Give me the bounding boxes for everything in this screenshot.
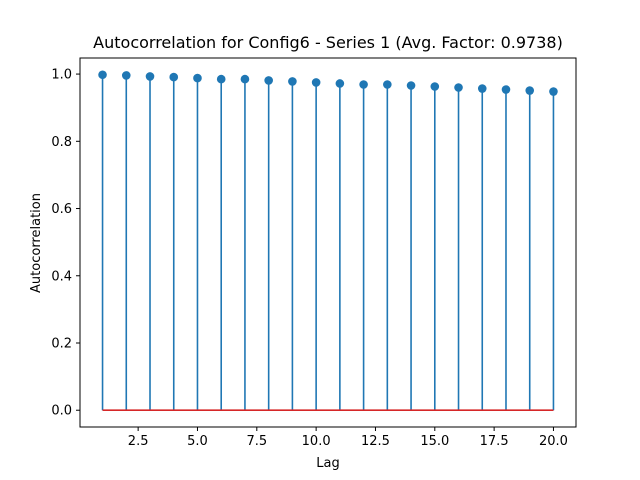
stem-marker [98,70,107,80]
y-tick-label: 1.0 [51,68,72,83]
y-tick-label: 0.2 [51,336,72,351]
markers-group [98,70,558,96]
stem-marker [477,84,487,93]
x-tick-label: 10.0 [302,434,331,449]
stem-marker [240,74,250,84]
stems-group [101,74,555,411]
x-tick-label: 17.5 [480,434,509,449]
x-tick-label: 2.5 [128,434,149,449]
x-tick-label: 12.5 [361,434,390,449]
stem-marker [145,72,155,81]
stem-marker [501,85,511,94]
y-ticks: 0.0 0.2 0.4 0.6 0.8 1.0 [51,68,80,419]
stem-marker [549,87,558,96]
x-axis-label: Lag [316,456,339,471]
y-tick-label: 0.8 [51,135,72,150]
stem-marker [193,73,202,83]
stem-marker [264,76,273,85]
plot-area: 2.5 5.0 7.5 10.0 12.5 15.0 17.5 20.0 0.00.20.40… [51,57,577,449]
stem-marker [216,74,226,84]
stem-marker [121,71,131,80]
stem-marker [525,86,535,95]
y-tick-label: 0.0 [51,404,72,419]
axes-frame [79,57,577,428]
x-tick-label: 5.0 [187,434,208,449]
y-tick-label: 0.4 [51,269,72,284]
x-tick-label: 15.0 [420,434,449,449]
stem-marker [311,78,321,87]
stem-marker [454,83,463,92]
y-axis-label: Autocorrelation [29,193,44,293]
y-tick-label: 0.6 [51,202,72,217]
stem-marker [430,82,440,91]
stem-marker [335,79,345,88]
x-tick-label: 20.0 [539,434,568,449]
stem-marker [359,80,368,89]
stem-marker [169,72,179,82]
chart-title: Autocorrelation for Config6 - Series 1 (… [93,33,563,52]
stem-marker [406,81,416,90]
x-tick-label: 7.5 [246,434,267,449]
stem-marker [383,80,392,89]
stem-marker [288,77,297,86]
x-ticks: 2.5 5.0 7.5 10.0 12.5 15.0 17.5 20.0 [128,427,568,449]
